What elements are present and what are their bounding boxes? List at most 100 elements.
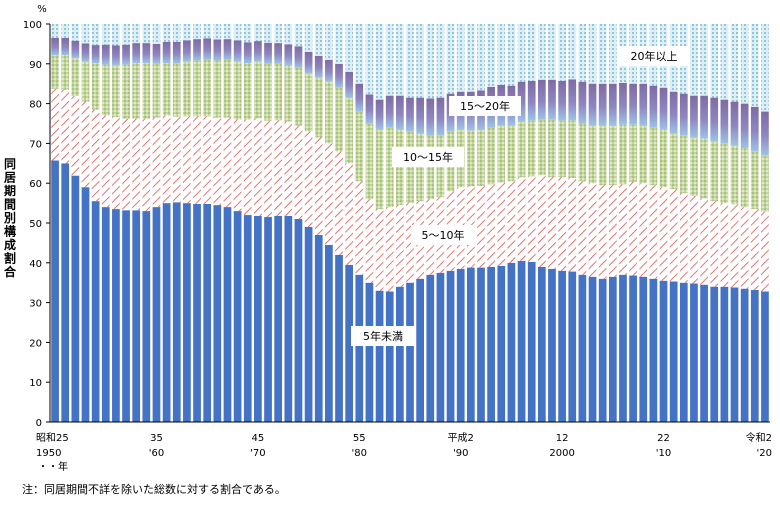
bar-segment [598, 185, 607, 279]
series-label-box [449, 96, 521, 116]
bar-segment [396, 205, 404, 287]
bar-segment [162, 63, 171, 116]
bar-segment [314, 55, 323, 78]
stacked-bar-chart: 0 10 20 30 40 50 60 70 80 90 100% 同居期間別構成割合 昭和25 195… [3, 4, 772, 473]
bar-segment [679, 135, 688, 194]
bar-segment [629, 124, 637, 182]
bar-segment [659, 129, 668, 188]
bar-segment [507, 24, 516, 86]
bar-segment [325, 81, 333, 144]
bar-segment [537, 266, 546, 422]
bar-segment [548, 177, 556, 269]
bar-segment [517, 81, 526, 122]
bar-segment [223, 24, 232, 40]
bar-segment [558, 120, 566, 178]
bar-segment [700, 284, 708, 422]
bar-segment [639, 276, 648, 422]
bar-segment [61, 37, 70, 56]
bar-segment [304, 24, 313, 52]
bar-segment [761, 24, 769, 112]
bar-segment [335, 63, 343, 88]
bar-segment [71, 96, 80, 176]
bar-segment [203, 38, 212, 60]
bar-segment [345, 163, 354, 265]
bar-segment [558, 24, 566, 81]
bar-segment [588, 24, 597, 84]
series-label-text: 10～15年 [403, 150, 453, 164]
bar-segment [81, 24, 90, 44]
bar-segment [497, 265, 506, 422]
bar-segment [81, 61, 90, 102]
bar-segment [568, 79, 577, 121]
bar-segment [101, 64, 110, 116]
bar-segment [669, 91, 678, 134]
bar-segment [162, 24, 171, 42]
bar-segment [466, 24, 475, 92]
bar-segment [588, 276, 597, 422]
bar-segment [284, 64, 293, 122]
bar-segment [304, 131, 313, 227]
bar-segment [406, 203, 414, 283]
bar-segment [730, 24, 739, 102]
bar-segment [243, 42, 252, 64]
bar-segment [193, 39, 201, 61]
bar-segment [132, 43, 141, 63]
series-label: 5～10年 [411, 225, 475, 245]
bar-segment [325, 143, 333, 245]
bar-segment [720, 99, 729, 144]
bar-segment [91, 109, 100, 202]
bar-segment [406, 24, 414, 98]
bar-segment [659, 187, 668, 281]
bar-segment [477, 24, 485, 91]
bar-segment [233, 24, 242, 41]
bar-segment [355, 181, 364, 275]
x-tick-label: 22 [657, 433, 670, 444]
bar-segment [183, 24, 191, 41]
bar-segment [456, 268, 465, 422]
bar-segment [659, 280, 668, 422]
bar-segment [264, 120, 272, 218]
y-tick-label: 10 [29, 378, 42, 389]
bar-segment [406, 97, 414, 132]
bar-segment [649, 185, 658, 279]
bar-segment [517, 177, 526, 261]
bar-segment [608, 125, 617, 186]
bar-segment [487, 266, 495, 422]
bar-segment [568, 178, 577, 272]
bar-segment [304, 226, 313, 422]
bar-segment [122, 64, 130, 119]
bar-segment [416, 278, 424, 422]
bar-segment [730, 287, 739, 422]
bar-segment [396, 95, 404, 130]
bar-segment [345, 71, 354, 98]
y-axis: 0 10 20 30 40 50 60 70 80 90 100% 同居期間別構成割合 [3, 4, 51, 429]
bar-segment [527, 262, 536, 422]
bar-segment [345, 97, 354, 164]
bar-segment [608, 276, 617, 422]
x-tick-label: 12 [556, 433, 569, 444]
bar-segment [183, 203, 191, 422]
bar-segment [314, 77, 323, 138]
x-tick-label: '10 [656, 448, 671, 459]
bar-segment [720, 286, 729, 422]
bar-segment [750, 151, 759, 210]
bar-segment [375, 24, 384, 100]
bar-segment [629, 182, 637, 276]
x-tick-label: 35 [150, 433, 163, 444]
bar-segment [619, 82, 627, 125]
bar-segment [112, 24, 120, 46]
bar-segment [527, 24, 536, 81]
bar-segment [396, 24, 404, 96]
bar-segment [690, 95, 698, 138]
bar-segment [558, 80, 566, 121]
y-tick-label: 60 [29, 179, 42, 190]
bar-segment [345, 24, 354, 72]
bar-segment [101, 24, 110, 45]
bar-segment [233, 119, 242, 212]
bar-segment [537, 79, 546, 120]
bar-segment [740, 288, 749, 422]
bar-segment [679, 193, 688, 283]
bar-segment [669, 189, 678, 282]
bar-segment [477, 130, 485, 186]
bar-segment [537, 119, 546, 176]
